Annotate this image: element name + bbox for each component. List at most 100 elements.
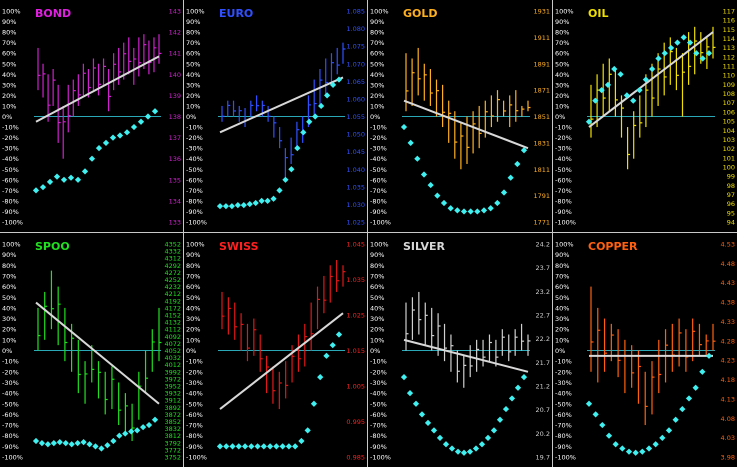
- oscillator-dot: [630, 97, 637, 104]
- pct-tick-label: -70%: [2, 187, 19, 195]
- price-tick-label: 136: [169, 155, 181, 163]
- oscillator-dot: [270, 195, 277, 202]
- pct-tick-label: -90%: [186, 443, 203, 451]
- chart-title: COPPER: [588, 240, 638, 253]
- pct-tick-label: 60%: [555, 283, 569, 291]
- pct-tick-label: -100%: [370, 219, 391, 227]
- oscillator-dot: [611, 65, 618, 73]
- oscillator-dot: [134, 427, 141, 434]
- price-tick-label: 4312: [164, 255, 181, 263]
- oscillator-dot: [234, 202, 241, 209]
- oscillator-dot: [60, 176, 68, 183]
- chart-panel-silver: 100% 90% 80% 70% 60% 50% 40% 30% 20% 10% 0% -10% -20…: [370, 240, 550, 462]
- oscillator-dot: [679, 405, 686, 413]
- oscillator-dot: [254, 443, 261, 450]
- pct-tick-label: 100%: [370, 241, 389, 249]
- oscillator-dot: [88, 155, 96, 162]
- pct-tick-label: -90%: [2, 443, 19, 451]
- pct-tick-label: 80%: [370, 262, 384, 270]
- oscillator-dot: [294, 145, 301, 152]
- price-tick-label: 21.7: [536, 359, 550, 367]
- price-tick-label: 20.7: [536, 406, 550, 414]
- pct-tick-label: 60%: [2, 50, 16, 58]
- price-tick-label: 105: [723, 118, 735, 126]
- panel-divider-horizontal: [0, 232, 737, 233]
- pct-tick-label: 60%: [186, 283, 200, 291]
- oscillator-dot: [241, 443, 249, 450]
- oscillator-dot: [223, 443, 230, 450]
- oscillator-dot: [323, 352, 330, 359]
- price-tick-label: 3972: [164, 375, 181, 383]
- oscillator-dot: [672, 416, 679, 423]
- pct-tick-label: 20%: [186, 326, 200, 334]
- pct-tick-label: -60%: [2, 176, 19, 184]
- oscillator-dot: [56, 438, 63, 446]
- pct-tick-label: -80%: [555, 432, 572, 440]
- pct-tick-label: -80%: [555, 197, 572, 205]
- chart-panel-bond: 100% 90% 80% 70% 60% 50% 40% 30% 20% 10% 0% -10% -20…: [2, 7, 181, 227]
- price-tick-label: 22.2: [536, 335, 550, 343]
- price-tick-label: 1.035: [346, 183, 365, 191]
- price-tick-label: 4332: [164, 248, 181, 256]
- oscillator-dot: [292, 443, 299, 450]
- price-tick-label: 4012: [164, 361, 181, 369]
- pct-tick-label: 100%: [2, 241, 21, 249]
- oscillator-dot: [494, 199, 501, 207]
- pct-tick-label: 80%: [186, 29, 200, 37]
- oscillator-dot: [484, 434, 492, 441]
- price-tick-label: 4.33: [721, 318, 735, 326]
- price-tick-label: 4.28: [721, 337, 735, 345]
- pct-tick-label: 40%: [555, 304, 569, 312]
- pct-tick-label: -90%: [2, 208, 19, 216]
- pct-tick-label: -60%: [186, 411, 203, 419]
- price-tick-label: 139: [169, 92, 181, 100]
- pct-tick-label: 40%: [2, 304, 16, 312]
- price-tick-label: 4032: [164, 354, 181, 362]
- pct-tick-label: 30%: [186, 81, 200, 89]
- pct-tick-label: -100%: [186, 219, 207, 227]
- price-tick-label: 4112: [164, 326, 181, 334]
- price-tick-label: 3752: [164, 454, 181, 462]
- oscillator-dot: [298, 437, 305, 445]
- oscillator-dot: [282, 176, 289, 183]
- pct-tick-label: 20%: [186, 92, 200, 100]
- oscillator-dot: [447, 205, 454, 212]
- oscillator-dot: [520, 374, 528, 381]
- pct-tick-label: -80%: [186, 197, 203, 205]
- oscillator-dot: [400, 123, 408, 131]
- pct-tick-label: 30%: [186, 315, 200, 323]
- regression-line: [403, 338, 529, 373]
- pct-tick-label: 0%: [555, 113, 565, 121]
- pct-tick-label: -70%: [186, 187, 203, 195]
- pct-tick-label: 40%: [555, 71, 569, 79]
- price-tick-label: 3952: [164, 383, 181, 391]
- oscillator-dot: [44, 441, 52, 448]
- price-tick-label: 114: [723, 35, 735, 43]
- oscillator-dot: [62, 440, 69, 447]
- price-tick-label: 1.080: [346, 25, 365, 33]
- oscillator-dot: [418, 411, 426, 418]
- oscillator-dot: [400, 374, 408, 381]
- pct-tick-label: -20%: [370, 134, 387, 142]
- oscillator-dot: [598, 87, 605, 94]
- pct-tick-label: 70%: [2, 39, 16, 47]
- pct-tick-label: 60%: [370, 50, 384, 58]
- oscillator-dot: [604, 81, 612, 88]
- oscillator-dot: [222, 203, 230, 210]
- oscillator-dot: [699, 368, 706, 375]
- pct-tick-label: -100%: [555, 219, 576, 227]
- pct-tick-label: -70%: [370, 187, 387, 195]
- pct-tick-label: -20%: [2, 134, 19, 142]
- price-tick-label: 1891: [533, 60, 550, 68]
- pct-tick-label: 0%: [2, 113, 12, 121]
- pct-tick-label: 80%: [555, 29, 569, 37]
- oscillator-dot: [632, 449, 639, 456]
- price-tick-label: 4232: [164, 283, 181, 291]
- pct-tick-label: 20%: [555, 326, 569, 334]
- pct-tick-label: 100%: [2, 8, 21, 16]
- oscillator-dot: [137, 118, 145, 125]
- pct-tick-label: 80%: [2, 262, 16, 270]
- oscillator-dot: [38, 440, 46, 447]
- price-tick-label: 3792: [164, 439, 181, 447]
